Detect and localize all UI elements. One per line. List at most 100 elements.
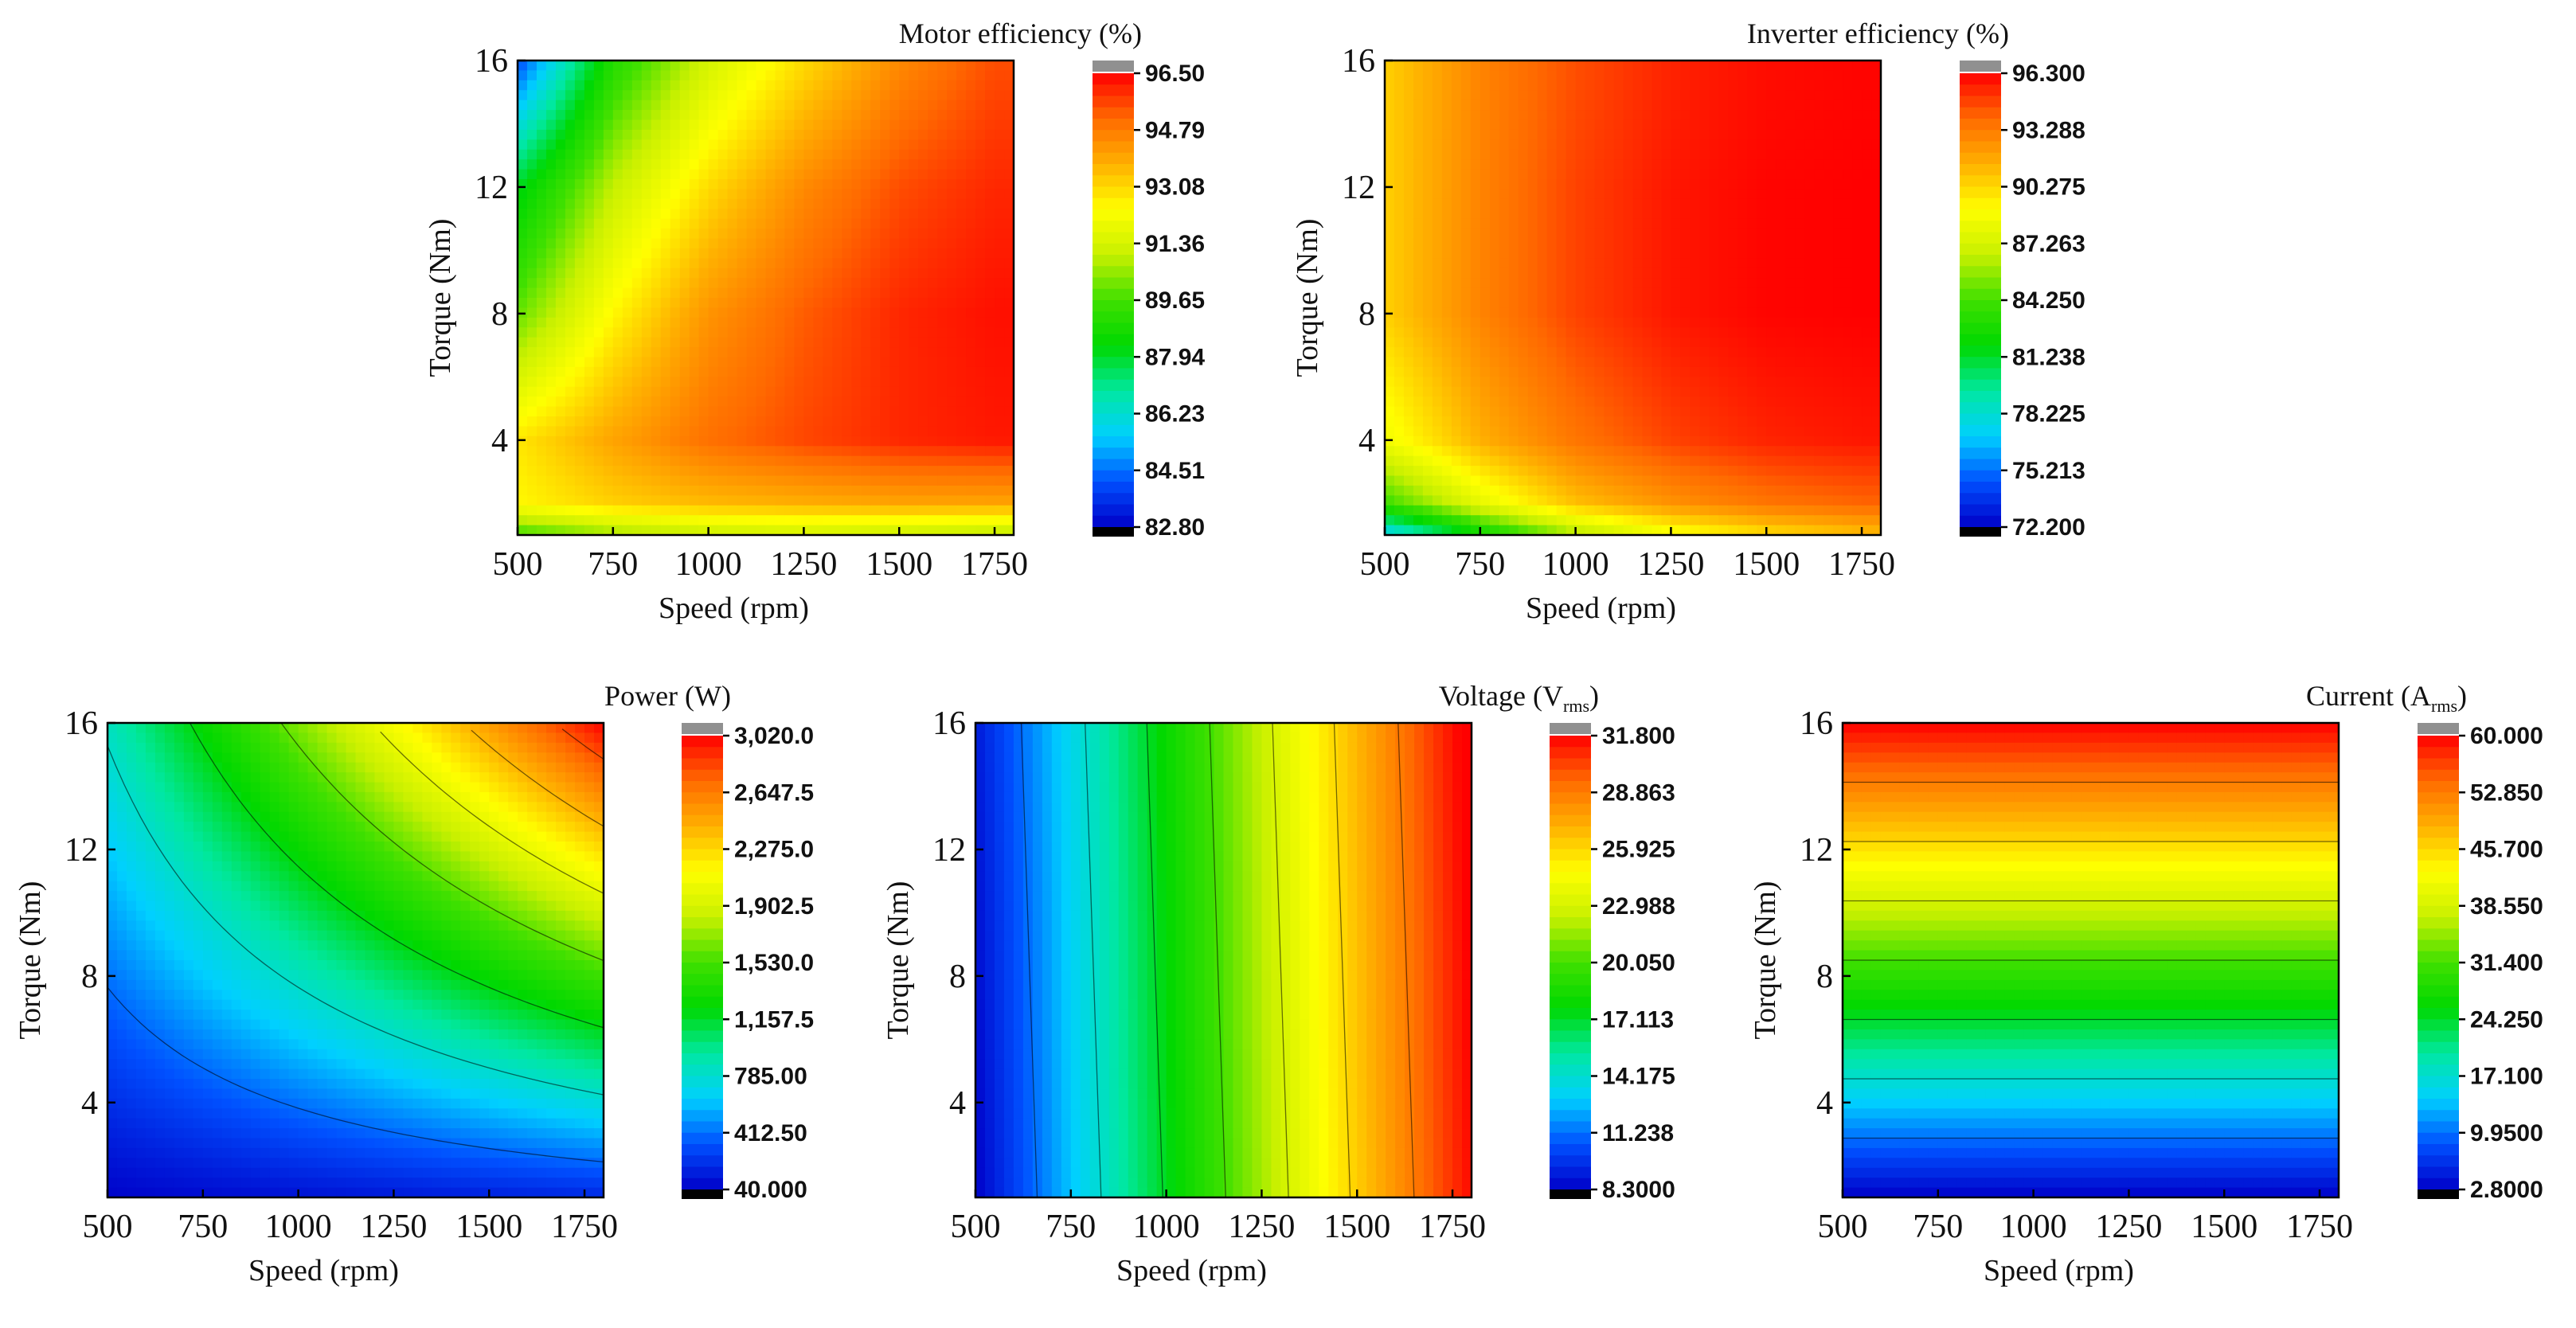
heatmap-cell xyxy=(995,189,1005,200)
heatmap-cell xyxy=(861,337,871,348)
heatmap-cell xyxy=(1642,80,1653,91)
heatmap-cell xyxy=(660,149,671,160)
heatmap-cell xyxy=(928,61,938,72)
heatmap-cell xyxy=(593,90,604,101)
heatmap-cell xyxy=(584,287,595,299)
heatmap-cell xyxy=(1413,248,1424,259)
heatmap-cell xyxy=(746,505,757,516)
heatmap-cell xyxy=(1422,287,1433,299)
heatmap-cell xyxy=(1413,90,1424,101)
heatmap-cell xyxy=(1747,357,1757,368)
heatmap-cell xyxy=(1824,327,1834,338)
heatmap-cell xyxy=(756,495,767,506)
heatmap-cell xyxy=(1489,466,1500,477)
heatmap-cell xyxy=(1757,228,1767,240)
heatmap-cell xyxy=(727,386,738,397)
heatmap-cell xyxy=(660,268,671,279)
heatmap-cell xyxy=(765,218,776,229)
heatmap-cell xyxy=(947,436,957,447)
heatmap-cell xyxy=(727,298,738,309)
heatmap-cell xyxy=(545,169,557,180)
heatmap-cell xyxy=(1690,169,1700,180)
heatmap-cell xyxy=(1728,426,1738,437)
heatmap-cell xyxy=(518,515,528,526)
heatmap-cell xyxy=(870,337,881,348)
heatmap-cell xyxy=(1489,119,1500,131)
heatmap-cell xyxy=(803,129,814,140)
heatmap-cell xyxy=(842,189,852,200)
heatmap-cell xyxy=(1738,396,1748,408)
heatmap-cell xyxy=(918,337,928,348)
heatmap-cell xyxy=(928,179,938,190)
heatmap-cell xyxy=(1556,189,1567,200)
heatmap-cell xyxy=(1556,337,1567,348)
heatmap-cell xyxy=(1489,228,1500,240)
heatmap-cell xyxy=(746,406,757,417)
heatmap-cell xyxy=(1747,209,1757,220)
heatmap-cell xyxy=(651,80,662,91)
heatmap-cell xyxy=(937,366,948,377)
heatmap-cell xyxy=(956,475,967,486)
heatmap-cell xyxy=(1652,139,1663,150)
heatmap-cell xyxy=(660,366,671,377)
heatmap-cell xyxy=(823,218,833,229)
heatmap-cell xyxy=(1814,189,1824,200)
heatmap-cell xyxy=(518,70,528,81)
heatmap-cell xyxy=(765,80,776,91)
heatmap-cell xyxy=(842,436,852,447)
heatmap-cell xyxy=(861,347,871,358)
heatmap-cell xyxy=(708,287,719,299)
heatmap-cell xyxy=(832,307,842,318)
heatmap-cell xyxy=(1585,258,1596,269)
heatmap-cell xyxy=(1680,90,1691,101)
heatmap-cell xyxy=(956,386,967,397)
heatmap-cell xyxy=(1451,505,1462,516)
heatmap-cell xyxy=(756,169,767,180)
heatmap-cell xyxy=(1804,515,1815,526)
heatmap-cell xyxy=(679,347,690,358)
heatmap-cell xyxy=(603,278,614,289)
heatmap-cell xyxy=(698,317,709,328)
heatmap-cell xyxy=(651,149,662,160)
heatmap-cell xyxy=(1004,139,1014,150)
heatmap-cell xyxy=(679,366,690,377)
heatmap-cell xyxy=(689,347,700,358)
heatmap-cell xyxy=(1852,248,1863,259)
heatmap-cell xyxy=(1766,446,1777,457)
heatmap-cell xyxy=(1460,139,1472,150)
heatmap-cell xyxy=(689,278,700,289)
heatmap-cell xyxy=(1824,218,1834,229)
heatmap-cell xyxy=(1585,159,1596,170)
heatmap-cell xyxy=(918,159,928,170)
heatmap-cell xyxy=(1394,268,1405,279)
heatmap-cell xyxy=(928,100,938,111)
heatmap-cell xyxy=(651,218,662,229)
heatmap-cell xyxy=(1480,110,1491,121)
heatmap-cell xyxy=(756,436,767,447)
heatmap-cell xyxy=(679,426,690,437)
heatmap-cell xyxy=(1804,446,1815,457)
heatmap-cell xyxy=(1776,505,1786,516)
heatmap-cell xyxy=(1652,238,1663,249)
heatmap-cell xyxy=(1385,159,1395,170)
heatmap-cell xyxy=(660,505,671,516)
heatmap-cell xyxy=(765,416,776,428)
heatmap-cell xyxy=(1537,327,1548,338)
heatmap-cell xyxy=(1385,466,1395,477)
heatmap-cell xyxy=(545,485,557,496)
heatmap-cell xyxy=(803,149,814,160)
heatmap-cell xyxy=(1508,317,1519,328)
heatmap-cell xyxy=(1604,248,1615,259)
heatmap-cell xyxy=(641,347,652,358)
heatmap-cell xyxy=(1441,268,1452,279)
heatmap-cell xyxy=(584,110,595,121)
heatmap-cell xyxy=(679,505,690,516)
heatmap-cell xyxy=(1441,90,1452,101)
heatmap-cell xyxy=(1785,525,1796,536)
heatmap-cell xyxy=(928,347,938,358)
heatmap-cell xyxy=(765,396,776,408)
heatmap-cell xyxy=(909,139,919,150)
heatmap-cell xyxy=(1795,366,1805,377)
heatmap-cell xyxy=(574,416,585,428)
heatmap-cell xyxy=(545,159,557,170)
